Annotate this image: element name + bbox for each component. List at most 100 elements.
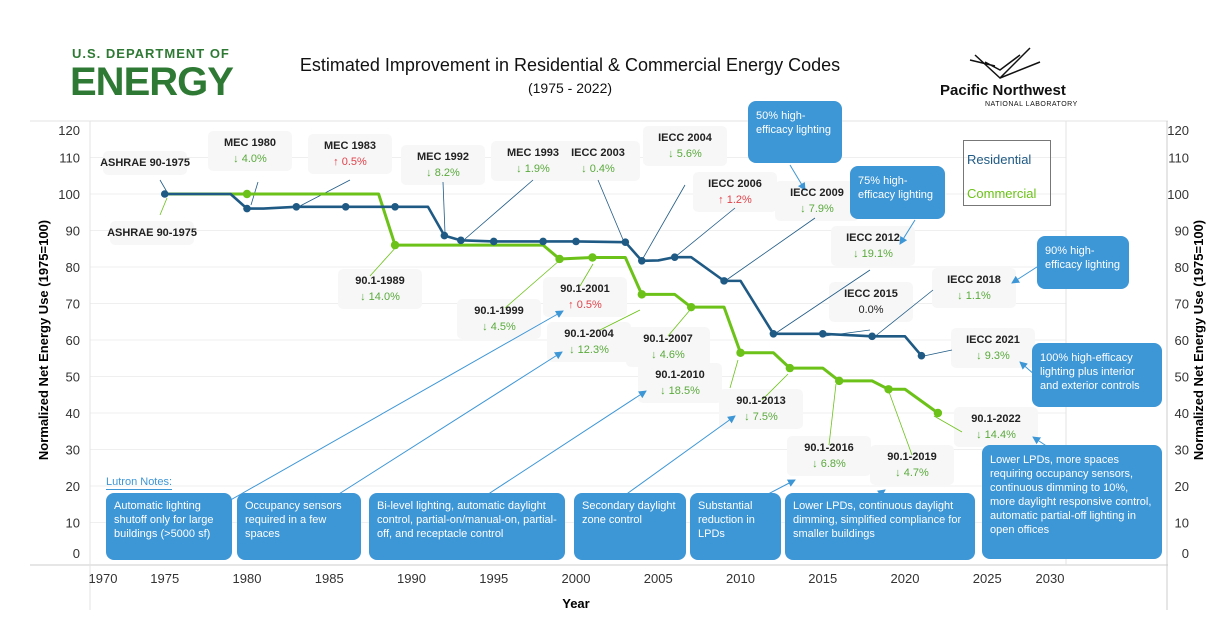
annotation-change: ↓ 14.0% [360, 291, 400, 303]
y-tick-label: 40 [66, 406, 80, 421]
annotation-change: 0.0% [858, 304, 883, 316]
annotation-box [829, 282, 913, 322]
annotation-box [831, 226, 915, 266]
annotation-change: ↓ 1.9% [516, 163, 550, 175]
commercial-point[interactable] [390, 240, 400, 250]
annotation-box [643, 126, 727, 166]
residential-point[interactable] [243, 204, 251, 213]
annotation-code: ASHRAE 90-1975 [107, 227, 197, 239]
note-90-1-2022: Lower LPDs, more spaces requiring occupa… [982, 445, 1162, 559]
annotation-box [870, 445, 954, 485]
residential-point[interactable] [539, 237, 547, 246]
annotation-box [208, 131, 292, 171]
residential-point[interactable] [160, 190, 169, 198]
residential-point[interactable] [391, 202, 399, 211]
annotation-box [103, 151, 187, 175]
residential-point[interactable] [868, 332, 876, 341]
annotation-change: ↓ 6.8% [812, 458, 846, 470]
note-90-percent: 90% high-efficacy lighting [1037, 236, 1129, 289]
residential-point[interactable] [670, 253, 679, 261]
annotation-code: 90.1-2010 [655, 369, 705, 381]
residential-point[interactable] [638, 256, 646, 265]
annotation-box [638, 363, 722, 403]
annotation-code: 90.1-2016 [804, 442, 854, 454]
residential-point[interactable] [818, 329, 827, 338]
residential-point[interactable] [720, 277, 728, 285]
y-tick-label: 90 [66, 224, 80, 239]
residential-point[interactable] [440, 231, 449, 240]
residential-point[interactable] [489, 237, 498, 246]
note-100-percent: 100% high-efficacy lighting plus interio… [1032, 343, 1162, 407]
y-tick-label: 0 [73, 546, 80, 561]
annotation-box [338, 269, 422, 309]
annotation-change: ↓ 7.9% [800, 203, 834, 215]
annotation-change: ↓ 19.1% [853, 248, 893, 260]
residential-point[interactable] [341, 202, 350, 211]
residential-point[interactable] [917, 351, 926, 360]
note-occupancy: Occupancy sensors required in a few spac… [237, 493, 361, 560]
commercial-point[interactable] [686, 302, 696, 312]
residential-point[interactable] [621, 238, 630, 246]
annotation-code: MEC 1992 [417, 151, 469, 163]
commercial-point[interactable] [933, 408, 943, 418]
commercial-point[interactable] [785, 363, 795, 373]
annotation-change: ↓ 5.6% [668, 148, 702, 160]
x-tick-label: 1970 [89, 571, 118, 586]
y-tick-label: 100 [58, 187, 80, 202]
annotation-change: ↓ 4.7% [895, 467, 929, 479]
x-tick-label: 1995 [479, 571, 508, 586]
residential-point[interactable] [292, 202, 301, 211]
chart-subtitle: (1975 - 2022) [527, 80, 613, 96]
chart-title: Estimated Improvement in Residential & C… [299, 55, 841, 75]
annotation-change: ↓ 0.4% [581, 163, 615, 175]
note-50-percent: 50% high-efficacy lighting [748, 101, 842, 163]
x-axis-title: Year [562, 596, 589, 611]
annotation-code: 90.1-2004 [564, 328, 614, 340]
annotation-change: ↑ 1.2% [718, 194, 752, 206]
annotation-change: ↑ 0.5% [333, 156, 367, 168]
annotation-change: ↑ 0.5% [568, 299, 602, 311]
y2-tick-label: 0 [1182, 546, 1189, 561]
commercial-point[interactable] [588, 253, 597, 262]
annotation-code: 90.1-2001 [560, 283, 610, 295]
annotation-code: IECC 2018 [947, 274, 1001, 286]
annotation-box [547, 322, 631, 362]
annotation-box [308, 134, 392, 174]
y2-tick-label: 50 [1175, 370, 1189, 385]
annotation-code: IECC 2012 [846, 232, 900, 244]
x-tick-label: 1975 [150, 571, 179, 586]
legend-residential: Residential [967, 152, 1032, 167]
note-75-percent: 75% high-efficacy lighting [850, 166, 945, 219]
commercial-point[interactable] [835, 376, 844, 386]
y2-tick-label: 110 [1168, 151, 1189, 166]
commercial-point[interactable] [242, 189, 252, 199]
annotation-code: IECC 2021 [966, 334, 1020, 346]
annotation-box [951, 328, 1035, 368]
commercial-point[interactable] [555, 254, 564, 264]
doe-logo: ENERGY [70, 60, 234, 104]
y-tick-label: 30 [66, 443, 80, 458]
x-tick-label: 1980 [233, 571, 262, 586]
annotation-code: MEC 1980 [224, 137, 276, 149]
residential-point[interactable] [457, 236, 465, 245]
x-tick-label: 2010 [726, 571, 755, 586]
x-tick-label: 2015 [808, 571, 837, 586]
commercial-point[interactable] [637, 290, 646, 299]
y-tick-label: 20 [66, 479, 80, 494]
residential-point[interactable] [572, 237, 580, 246]
annotation-box [491, 141, 575, 181]
annotation-change: ↓ 9.3% [976, 350, 1010, 362]
note-bilevel: Bi-level lighting, automatic daylight co… [369, 493, 565, 560]
annotation-code: 90.1-2013 [736, 395, 786, 407]
annotation-code: 90.1-2022 [971, 413, 1021, 425]
commercial-point[interactable] [884, 385, 893, 394]
y2-tick-label: 100 [1167, 187, 1189, 202]
residential-point[interactable] [769, 329, 778, 338]
lutron-notes-title: Lutron Notes: [106, 476, 173, 490]
y2-tick-label: 60 [1175, 333, 1189, 348]
y-tick-label: 70 [66, 297, 80, 312]
commercial-point[interactable] [736, 348, 745, 357]
